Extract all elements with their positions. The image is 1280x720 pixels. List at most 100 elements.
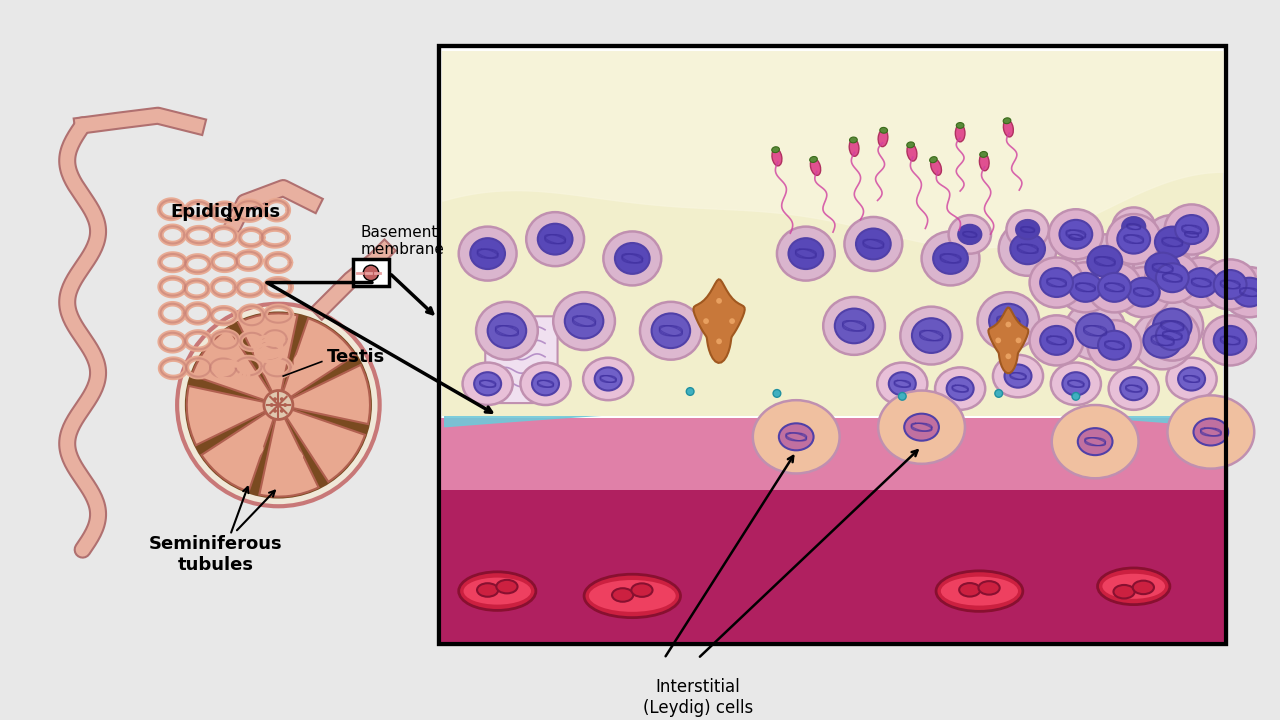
Ellipse shape [978,581,1000,595]
Ellipse shape [823,297,884,355]
Circle shape [996,338,1001,343]
Ellipse shape [850,137,858,143]
Ellipse shape [652,313,690,348]
Circle shape [686,387,694,395]
Ellipse shape [1006,210,1048,249]
Wedge shape [201,405,278,492]
Wedge shape [260,405,319,497]
Ellipse shape [603,231,662,285]
Ellipse shape [1004,120,1014,137]
Wedge shape [187,386,278,445]
Ellipse shape [979,153,989,171]
Ellipse shape [1155,227,1189,258]
Ellipse shape [947,377,974,400]
Circle shape [184,312,372,498]
Wedge shape [238,313,297,405]
Ellipse shape [521,363,571,405]
Circle shape [773,390,781,397]
Ellipse shape [1097,568,1170,605]
Ellipse shape [1041,326,1073,355]
Ellipse shape [1156,321,1189,350]
Ellipse shape [1146,253,1199,303]
Circle shape [283,403,287,407]
Ellipse shape [856,228,891,259]
Ellipse shape [911,318,951,353]
Ellipse shape [1088,320,1142,370]
Bar [439,480,1226,644]
Ellipse shape [538,224,572,255]
Bar [353,259,389,287]
Circle shape [264,390,293,420]
Text: Interstitial
(Leydig) cells: Interstitial (Leydig) cells [643,678,753,716]
Ellipse shape [888,372,915,395]
Ellipse shape [1005,364,1032,387]
Ellipse shape [1016,220,1039,239]
Ellipse shape [922,231,979,285]
Ellipse shape [956,122,964,128]
Wedge shape [192,328,278,405]
Circle shape [1073,392,1080,400]
Ellipse shape [810,156,818,163]
Circle shape [270,403,274,407]
Ellipse shape [589,580,676,612]
Circle shape [1006,354,1011,359]
Ellipse shape [1153,309,1192,343]
Text: Basement
membrane: Basement membrane [361,225,444,257]
Circle shape [273,397,276,401]
Ellipse shape [1059,262,1112,312]
Ellipse shape [979,151,987,157]
Circle shape [717,298,722,304]
Ellipse shape [1166,358,1217,400]
Ellipse shape [526,212,584,266]
Ellipse shape [1052,405,1138,478]
Ellipse shape [1004,118,1011,124]
Ellipse shape [778,423,814,450]
Ellipse shape [474,372,502,395]
Ellipse shape [1213,326,1247,355]
Circle shape [177,304,380,506]
Ellipse shape [1064,302,1126,360]
Ellipse shape [810,158,820,176]
Ellipse shape [1048,210,1103,259]
Ellipse shape [1069,273,1102,302]
Ellipse shape [612,588,634,602]
Ellipse shape [878,390,965,464]
Ellipse shape [1076,313,1115,348]
Ellipse shape [1133,580,1155,594]
Ellipse shape [614,243,650,274]
Ellipse shape [753,400,840,474]
Ellipse shape [1222,267,1276,318]
Ellipse shape [1203,259,1257,310]
Ellipse shape [476,302,538,360]
Ellipse shape [595,367,622,390]
Ellipse shape [1156,264,1189,292]
Ellipse shape [929,157,937,163]
Ellipse shape [900,307,963,364]
Ellipse shape [777,227,835,281]
Ellipse shape [936,367,986,410]
Ellipse shape [1029,258,1084,307]
Bar [439,418,1226,490]
Ellipse shape [1076,234,1134,288]
Circle shape [899,392,906,400]
Bar [439,46,1226,644]
Ellipse shape [906,142,914,148]
Ellipse shape [1174,258,1229,307]
Ellipse shape [1126,278,1160,307]
Ellipse shape [1132,312,1193,369]
Ellipse shape [1175,215,1208,244]
Ellipse shape [1114,585,1134,598]
Ellipse shape [933,243,968,274]
Ellipse shape [584,575,681,618]
Ellipse shape [1203,315,1257,366]
Ellipse shape [458,227,517,281]
Ellipse shape [1167,395,1254,469]
Ellipse shape [1108,367,1158,410]
Circle shape [273,409,276,413]
Ellipse shape [998,222,1056,276]
Ellipse shape [463,577,531,605]
Ellipse shape [584,358,634,400]
Ellipse shape [1098,273,1130,302]
Ellipse shape [959,583,980,597]
Polygon shape [988,307,1028,373]
